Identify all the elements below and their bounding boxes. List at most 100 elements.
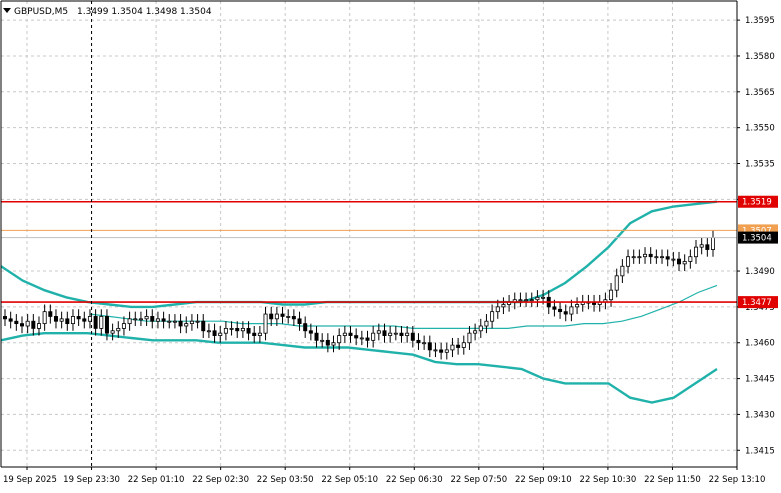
candle-body (529, 299, 534, 302)
y-tick-label: 1.3550 (745, 124, 775, 134)
candle-body (235, 327, 240, 332)
candle-body (110, 330, 115, 334)
x-tick-label: 22 Sep 06:30 (386, 475, 443, 485)
candle-body (609, 289, 614, 301)
candle-body (116, 327, 121, 332)
y-tick-label: 1.3565 (745, 88, 775, 98)
candle-body (427, 342, 432, 351)
candle-body (155, 318, 160, 322)
bollinger-lower-line (0, 332, 718, 404)
y-tick-label: 1.3535 (745, 160, 775, 170)
candle-body (450, 344, 455, 351)
candle-body (643, 253, 648, 258)
candle-body (127, 318, 132, 325)
candle-body (365, 337, 370, 341)
last-price-badge (738, 231, 778, 244)
level-badge (738, 195, 778, 208)
candle-body (206, 330, 211, 333)
candle-body (637, 256, 642, 259)
candle-body (246, 327, 251, 334)
candle-body (263, 313, 268, 334)
candle-body (444, 349, 449, 353)
candle-body (172, 320, 177, 323)
x-tick-label: 22 Sep 09:10 (515, 475, 572, 485)
candle-body (354, 335, 359, 339)
candle-body (694, 246, 699, 258)
candle-body (150, 316, 155, 322)
candle-body (195, 320, 200, 323)
candle-body (82, 318, 87, 322)
candle-body (87, 316, 92, 322)
candle-body (314, 332, 319, 341)
candle-body (416, 339, 421, 344)
grid (1, 1, 738, 467)
candle-body (59, 318, 64, 322)
candle-body (70, 316, 75, 325)
candle-body (291, 316, 296, 320)
candle-body (229, 327, 234, 330)
candle-body (280, 313, 285, 317)
candle-body (325, 339, 330, 346)
candle-body (144, 316, 149, 320)
candle-body (93, 316, 98, 329)
candle-body (133, 318, 138, 321)
candle-body (467, 332, 472, 344)
candle-body (48, 311, 53, 317)
candle-body (490, 311, 495, 322)
candle-body (558, 308, 563, 313)
candle-body (456, 344, 461, 348)
y-tick-label: 1.3415 (745, 446, 775, 456)
candle-body (711, 237, 716, 250)
candle-body (461, 342, 466, 348)
y-tick-label: 1.3595 (745, 16, 775, 26)
candle-body (359, 337, 364, 340)
triangle-down-icon[interactable] (3, 8, 11, 13)
candle-body (422, 342, 427, 345)
candle-body (405, 332, 410, 336)
candle-body (410, 332, 415, 341)
x-tick-label: 22 Sep 11:50 (644, 475, 701, 485)
axes (0, 0, 738, 468)
candle-body (688, 256, 693, 262)
candle-body (303, 323, 308, 332)
y-tick-label: 1.3445 (745, 375, 775, 385)
y-tick-label: 1.3460 (745, 339, 775, 349)
candle-body (682, 261, 687, 265)
candle-body (252, 332, 257, 336)
candle-body (439, 349, 444, 353)
x-tick-label: 22 Sep 13:10 (709, 475, 766, 485)
candle-body (286, 316, 291, 318)
candle-body (178, 320, 183, 327)
candle-body (138, 318, 143, 321)
candle-body (331, 342, 336, 346)
candle-body (376, 330, 381, 334)
candle-body (705, 244, 710, 250)
candle-body (433, 349, 438, 352)
candle-body (161, 318, 166, 322)
candle-body (14, 320, 19, 325)
candle-body (348, 332, 353, 336)
candle-body (518, 299, 523, 302)
candle-body (297, 318, 302, 325)
candle-body (382, 330, 387, 336)
candle-body (660, 256, 665, 259)
x-tick-label: 22 Sep 02:30 (192, 475, 249, 485)
bollinger-middle-line (89, 284, 718, 329)
candle-body (699, 244, 704, 248)
x-tick-label: 22 Sep 05:10 (321, 475, 378, 485)
candle-body (36, 323, 41, 329)
chart-header: GBPUSD,M5 1.3499 1.3504 1.3498 1.3504 (3, 7, 212, 17)
candle-body (563, 311, 568, 315)
candle-body (541, 296, 546, 299)
candle-body (524, 299, 529, 302)
candle-body (620, 265, 625, 277)
candle-body (3, 316, 8, 320)
candle-body (257, 332, 262, 336)
y-tick-label: 1.3430 (745, 410, 775, 420)
y-tick-label: 1.3490 (745, 267, 775, 277)
x-tick-label: 22 Sep 10:30 (580, 475, 637, 485)
